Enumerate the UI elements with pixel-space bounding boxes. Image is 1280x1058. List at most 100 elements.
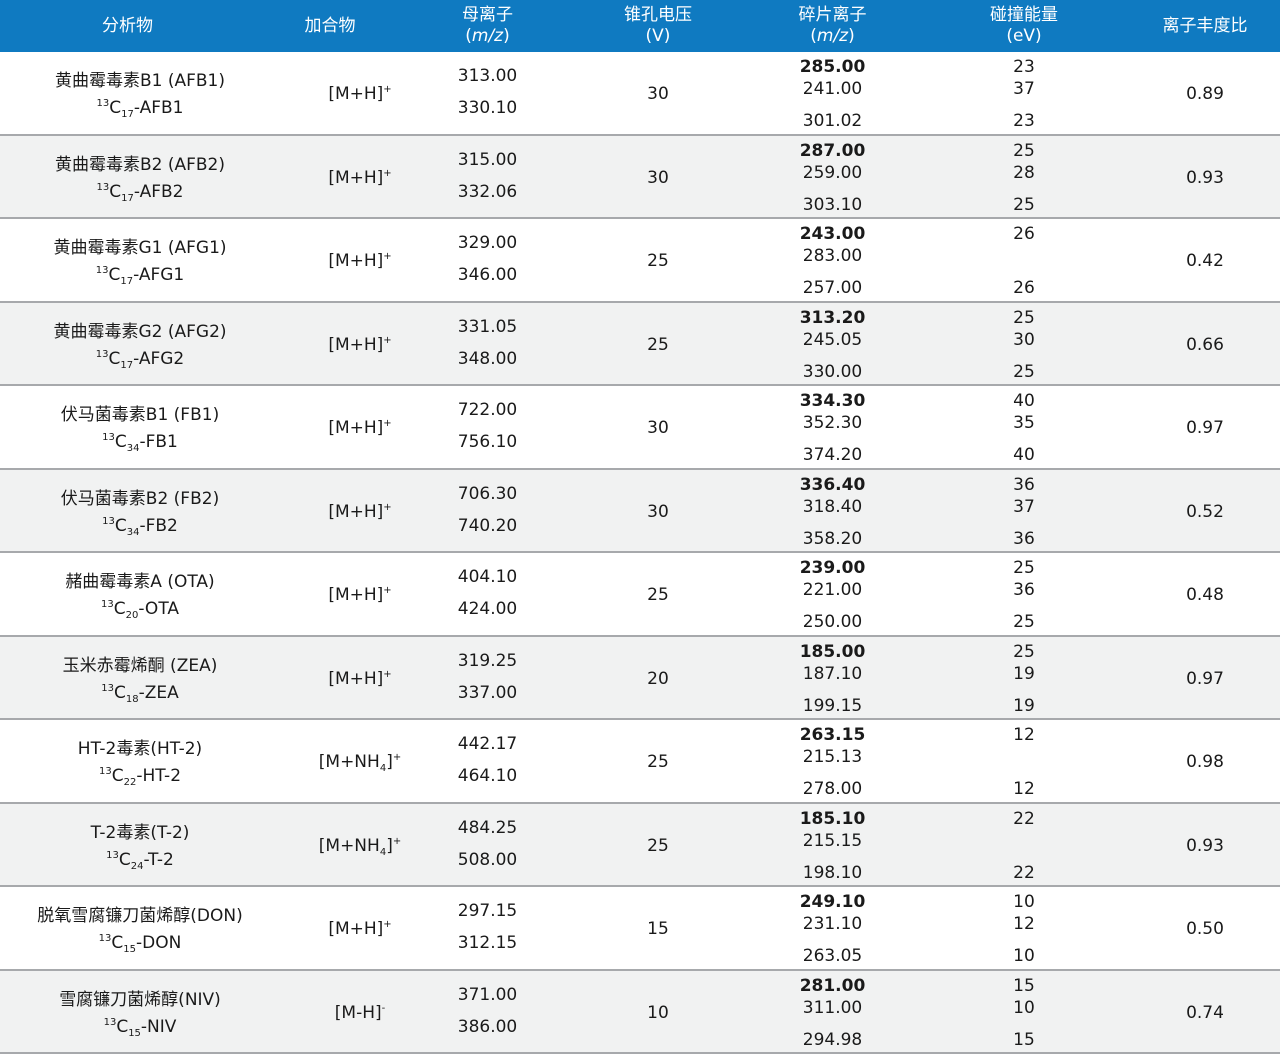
adduct-subscript: 4 bbox=[379, 763, 387, 774]
adduct-tail: ] bbox=[386, 835, 393, 856]
row-divider bbox=[0, 133, 1280, 136]
adduct-charge: + bbox=[383, 167, 392, 179]
carbon-count: 17 bbox=[121, 192, 134, 204]
ion-abundance-ratio: 0.98 bbox=[1186, 752, 1224, 772]
header-cone-unit: (V) bbox=[645, 26, 671, 46]
parent-ion-native: 315.00 bbox=[457, 149, 518, 170]
internal-standard-name: -AFG2 bbox=[133, 348, 185, 369]
adduct-charge: + bbox=[383, 251, 392, 262]
internal-standard-name: -AFG1 bbox=[133, 265, 185, 285]
cone-voltage: 30 bbox=[647, 418, 669, 438]
collision-energy-3: 10 bbox=[1013, 946, 1035, 966]
header-fragment-ion: 碎片离子 (m/z) bbox=[760, 0, 905, 52]
header-adduct: 加合物 bbox=[235, 0, 425, 52]
internal-standard-name: -HT-2 bbox=[136, 766, 182, 786]
adduct-base: [M-H] bbox=[334, 1002, 382, 1023]
collision-energy-1: 25 bbox=[1013, 558, 1035, 578]
fragment-ion-internal-standard: 303.10 bbox=[802, 194, 863, 215]
header-frag-label: 碎片离子 bbox=[798, 5, 867, 25]
fragment-ion-qualifier: 215.13 bbox=[802, 747, 863, 767]
adduct-charge: + bbox=[383, 84, 392, 95]
isotope-mass: 13 bbox=[101, 682, 114, 694]
adduct: [M+NH4]+ bbox=[240, 835, 480, 858]
header-parent-unit: (m/z) bbox=[465, 26, 510, 46]
fragment-ion-internal-standard: 278.00 bbox=[802, 779, 863, 799]
internal-standard-name: -AFB2 bbox=[133, 181, 184, 202]
parent-ion-internal-standard: 508.00 bbox=[457, 849, 518, 870]
fragment-ion-qualifier: 187.10 bbox=[802, 663, 863, 684]
fragment-ion-quantifier: 281.00 bbox=[799, 975, 866, 996]
table-row: 黄曲霉毒素B1 (AFB1) 13C17-AFB1 [M+H]+ 313.00 … bbox=[0, 52, 1280, 136]
internal-standard-name: -ZEA bbox=[138, 682, 179, 703]
fragment-ion-quantifier: 287.00 bbox=[799, 140, 866, 161]
parent-ion-internal-standard: 346.00 bbox=[457, 265, 518, 285]
adduct-charge: + bbox=[392, 835, 402, 847]
carbon-count: 24 bbox=[130, 860, 144, 872]
cone-voltage: 25 bbox=[647, 835, 669, 856]
internal-standard: 13C20-OTA bbox=[100, 599, 180, 621]
table-row: 玉米赤霉烯酮 (ZEA) 13C18-ZEA [M+H]+ 319.25 337… bbox=[0, 636, 1280, 720]
ion-abundance-ratio: 0.93 bbox=[1186, 835, 1224, 856]
adduct: [M+H]+ bbox=[240, 335, 480, 355]
collision-energy-2: 10 bbox=[1013, 997, 1035, 1018]
isotope-mass: 13 bbox=[98, 766, 112, 777]
internal-standard: 13C17-AFB1 bbox=[96, 98, 184, 120]
isotope-mass: 13 bbox=[100, 599, 114, 610]
adduct-base: [M+H] bbox=[328, 501, 384, 522]
carbon-count: 22 bbox=[123, 777, 137, 788]
isotope-mass: 13 bbox=[96, 98, 110, 109]
adduct-base: [M+NH bbox=[318, 835, 380, 856]
header-analyte-label: 分析物 bbox=[102, 15, 153, 36]
ion-abundance-ratio: 0.97 bbox=[1186, 668, 1224, 689]
fragment-ion-internal-standard: 294.98 bbox=[802, 1029, 863, 1050]
collision-energy-2: 37 bbox=[1013, 79, 1035, 99]
adduct: [M+H]+ bbox=[240, 919, 480, 939]
internal-standard-name: -NIV bbox=[140, 1016, 177, 1037]
cone-voltage: 10 bbox=[647, 1002, 669, 1023]
header-parent-ion: 母离子 (m/z) bbox=[410, 0, 565, 52]
fragment-ion-internal-standard: 301.02 bbox=[802, 111, 863, 131]
collision-energy-2: 19 bbox=[1013, 663, 1035, 684]
adduct-base: [M+NH bbox=[318, 752, 380, 772]
analyte-name: 雪腐镰刀菌烯醇(NIV) bbox=[59, 989, 221, 1010]
cone-voltage: 25 bbox=[647, 752, 669, 772]
collision-energy-1: 23 bbox=[1013, 57, 1035, 77]
isotope-mass: 13 bbox=[95, 348, 109, 360]
adduct-charge: + bbox=[383, 585, 392, 596]
collision-energy-2: 30 bbox=[1013, 329, 1035, 350]
isotope-mass: 13 bbox=[102, 515, 115, 527]
cone-voltage: 15 bbox=[647, 919, 669, 939]
fragment-ion-qualifier: 311.00 bbox=[802, 997, 863, 1018]
adduct-base: [M+H] bbox=[328, 167, 384, 188]
row-divider bbox=[0, 968, 1280, 971]
adduct: [M+NH4]+ bbox=[240, 752, 480, 774]
parent-ion-native: 706.30 bbox=[457, 483, 518, 504]
fragment-ion-quantifier: 243.00 bbox=[799, 224, 866, 244]
parent-ion-internal-standard: 464.10 bbox=[457, 766, 518, 786]
collision-energy-2: 36 bbox=[1013, 580, 1035, 600]
collision-energy-1: 25 bbox=[1013, 307, 1035, 328]
row-divider bbox=[0, 217, 1280, 219]
carbon-count: 34 bbox=[126, 443, 140, 454]
row-divider bbox=[0, 300, 1280, 303]
header-cone-label: 锥孔电压 bbox=[624, 5, 692, 25]
table-row: 雪腐镰刀菌烯醇(NIV) 13C15-NIV [M-H]- 371.00 386… bbox=[0, 970, 1280, 1054]
parent-ion-native: 319.25 bbox=[457, 650, 518, 671]
fragment-ion-qualifier: 215.15 bbox=[802, 830, 863, 851]
internal-standard: 13C17-AFG1 bbox=[95, 265, 185, 287]
table-row: 黄曲霉毒素B2 (AFB2) 13C17-AFB2 [M+H]+ 315.00 … bbox=[0, 135, 1280, 219]
adduct-base: [M+H] bbox=[328, 334, 384, 355]
internal-standard-name: -OTA bbox=[138, 599, 180, 619]
isotope-mass: 13 bbox=[106, 849, 119, 861]
fragment-ion-internal-standard: 374.20 bbox=[802, 445, 863, 465]
ion-abundance-ratio: 0.42 bbox=[1186, 251, 1224, 271]
internal-standard: 13C15-NIV bbox=[103, 1016, 177, 1039]
adduct-charge: + bbox=[383, 501, 392, 513]
row-divider bbox=[0, 718, 1280, 720]
adduct-charge: + bbox=[383, 919, 392, 930]
collision-energy-3: 15 bbox=[1013, 1029, 1035, 1050]
fragment-ion-qualifier: 241.00 bbox=[802, 79, 863, 99]
internal-standard: 13C17-AFG2 bbox=[95, 348, 185, 371]
parent-ion-native: 484.25 bbox=[457, 817, 518, 838]
fragment-ion-quantifier: 239.00 bbox=[799, 558, 866, 578]
